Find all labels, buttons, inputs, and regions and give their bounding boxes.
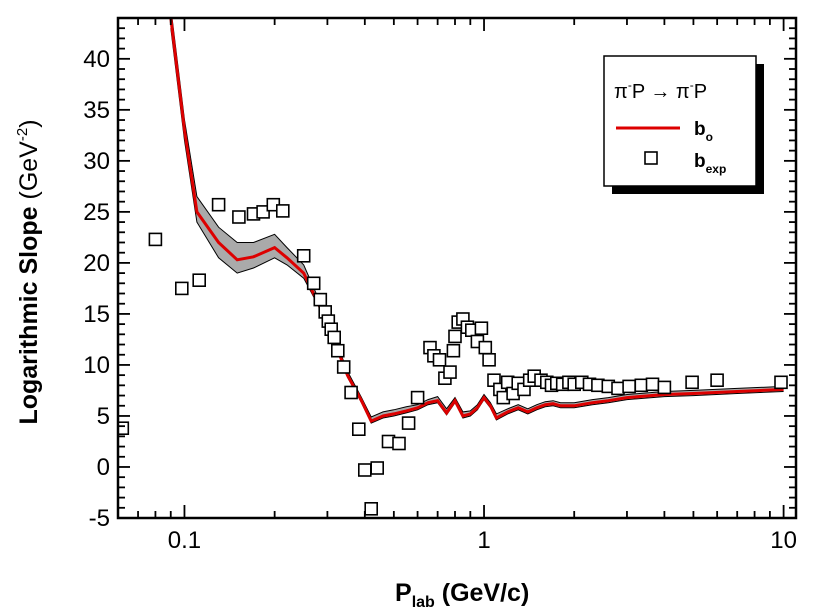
b-exp-marker <box>482 352 496 367</box>
y-tick-label: 20 <box>83 250 110 277</box>
b-exp-marker <box>710 373 724 388</box>
b-exp-marker <box>336 360 351 374</box>
b-exp-marker <box>344 385 358 400</box>
axis-ticks <box>117 17 796 519</box>
b-exp-marker <box>622 379 636 394</box>
b-exp-marker <box>148 232 163 247</box>
plot-area <box>118 18 788 516</box>
legend-marker-label: bexp <box>694 151 726 176</box>
b-exp-marker <box>313 292 328 307</box>
b-exp-markers <box>118 197 788 516</box>
b-exp-marker <box>774 375 788 390</box>
y-tick-label: 40 <box>83 46 110 73</box>
y-tick-label: 35 <box>83 97 110 124</box>
y-tick-label: 30 <box>83 148 110 175</box>
x-tick-label: 1 <box>477 527 490 554</box>
b-exp-marker <box>175 281 189 296</box>
legend-line-label: bo <box>694 119 713 144</box>
y-tick-label: -5 <box>89 505 110 532</box>
y-tick-label: 15 <box>83 301 110 328</box>
legend-title: π-P → π-P <box>614 78 707 103</box>
x-tick-label: 10 <box>770 527 797 554</box>
b-exp-marker <box>296 249 311 263</box>
x-tick-label: 0.1 <box>168 527 201 554</box>
b-exp-marker <box>364 501 379 516</box>
y-axis-title: Logarithmic Slope (GeV-2) <box>14 119 43 424</box>
b-exp-marker <box>657 380 672 395</box>
b-exp-marker <box>370 461 385 475</box>
b-exp-marker <box>256 205 270 219</box>
legend: π-P → π-P bo bexp <box>603 55 764 194</box>
b-exp-marker <box>448 329 462 344</box>
axis-tick-labels: -5 0 5 10 15 20 25 30 35 40 0.1 1 10 <box>83 46 797 554</box>
b-exp-marker <box>327 330 342 345</box>
b-exp-marker <box>432 352 447 367</box>
b-exp-marker <box>611 381 625 396</box>
legend-box <box>603 55 757 187</box>
b-o-model-line <box>169 18 784 424</box>
b-exp-marker <box>645 377 660 392</box>
b-exp-marker <box>211 197 226 212</box>
y-tick-label: 10 <box>83 352 110 379</box>
b-exp-marker <box>392 436 406 451</box>
b-exp-marker <box>192 273 206 288</box>
b-exp-marker <box>685 375 699 390</box>
b-exp-marker <box>634 378 649 393</box>
b-exp-marker <box>118 421 130 436</box>
b-exp-marker <box>330 343 345 358</box>
b-exp-marker <box>357 463 372 477</box>
x-axis-title: Plab (GeV/c) <box>395 579 529 611</box>
plot-frame <box>116 16 798 520</box>
b-exp-marker <box>306 276 321 291</box>
b-exp-marker <box>474 321 489 336</box>
b-exp-marker <box>446 343 461 358</box>
y-tick-label: 0 <box>97 454 110 481</box>
b-exp-marker <box>275 204 290 218</box>
y-tick-label: 25 <box>83 199 110 226</box>
uncertainty-band-upper-edge <box>171 18 784 418</box>
b-exp-marker <box>478 340 493 355</box>
b-exp-marker <box>351 422 366 437</box>
b-exp-marker <box>410 390 425 405</box>
b-exp-marker <box>443 365 457 379</box>
b-exp-marker <box>232 210 246 224</box>
b-exp-marker <box>401 416 416 430</box>
y-tick-label: 5 <box>97 403 110 430</box>
legend-marker-sample <box>644 151 658 165</box>
